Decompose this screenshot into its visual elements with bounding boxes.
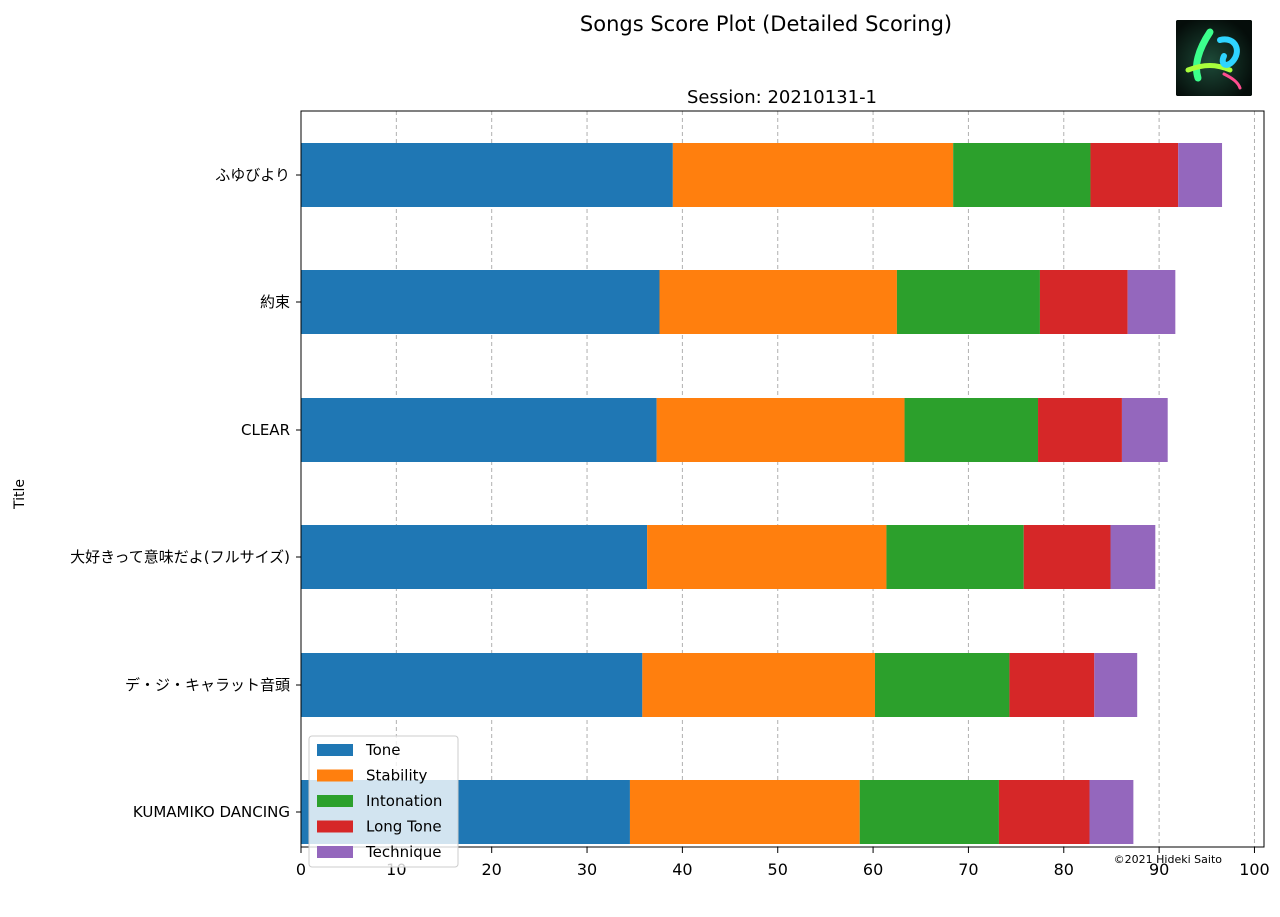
x-tick-label: 80 bbox=[1054, 860, 1074, 879]
bar-segment bbox=[904, 398, 1039, 462]
y-tick-label: 大好きって意味だよ(フルサイズ) bbox=[70, 548, 290, 566]
x-tick-label: 90 bbox=[1149, 860, 1169, 879]
bar-segment bbox=[1094, 653, 1138, 717]
bar-segment bbox=[301, 143, 673, 207]
app-logo-icon bbox=[1176, 20, 1252, 96]
y-tick-label: CLEAR bbox=[241, 421, 290, 439]
x-tick-label: 0 bbox=[296, 860, 306, 879]
y-tick-label: デ・ジ・キャラット音頭 bbox=[125, 676, 290, 694]
bar-segment bbox=[659, 270, 897, 334]
y-tick-label: ふゆびより bbox=[215, 166, 290, 184]
bar-segment bbox=[896, 270, 1040, 334]
bar-segment bbox=[301, 398, 657, 462]
legend-label: Intonation bbox=[366, 792, 442, 810]
bar-segment bbox=[629, 780, 860, 844]
x-tick-label: 40 bbox=[672, 860, 692, 879]
legend-label: Long Tone bbox=[366, 818, 442, 836]
legend-label: Technique bbox=[365, 843, 442, 861]
legend-label: Tone bbox=[365, 741, 401, 759]
bar-segment bbox=[1127, 270, 1176, 334]
chart-title: Songs Score Plot (Detailed Scoring) bbox=[580, 12, 952, 36]
bar-segment bbox=[642, 653, 875, 717]
legend: Tone Stability Intonation Long Tone Techniqu… bbox=[308, 735, 459, 868]
legend-label: Stability bbox=[366, 767, 428, 785]
legend-swatch bbox=[317, 846, 353, 858]
y-tick-label: KUMAMIKO DANCING bbox=[133, 803, 290, 821]
x-tick-label: 60 bbox=[863, 860, 883, 879]
legend-box bbox=[308, 735, 459, 868]
bar-segment bbox=[1009, 653, 1095, 717]
x-tick-label: 70 bbox=[958, 860, 978, 879]
bar-segment bbox=[1039, 270, 1128, 334]
bar-segment bbox=[1110, 525, 1156, 589]
legend-swatch bbox=[317, 795, 353, 807]
bar-segment bbox=[301, 270, 660, 334]
bar-segment bbox=[1090, 143, 1179, 207]
bar-segment bbox=[886, 525, 1024, 589]
bar-segment bbox=[1121, 398, 1168, 462]
bar-segment bbox=[1178, 143, 1223, 207]
bar-segment bbox=[998, 780, 1090, 844]
bar-segment bbox=[953, 143, 1091, 207]
x-tick-label: 50 bbox=[768, 860, 788, 879]
bar-segment bbox=[301, 653, 643, 717]
y-tick-label: 約束 bbox=[260, 293, 290, 311]
plot-frame bbox=[300, 110, 1265, 848]
legend-swatch bbox=[317, 820, 353, 833]
grid-lines bbox=[395, 111, 1255, 847]
x-tick-label: 30 bbox=[577, 860, 597, 879]
x-tick-label: 20 bbox=[482, 860, 502, 879]
bar-segment bbox=[859, 780, 999, 844]
legend-swatch bbox=[317, 744, 353, 756]
bar-segment bbox=[874, 653, 1010, 717]
legend-swatch bbox=[317, 769, 353, 782]
bars bbox=[301, 143, 1223, 844]
bar-segment bbox=[1089, 780, 1134, 844]
bar-segment bbox=[1023, 525, 1111, 589]
bar-segment bbox=[656, 398, 905, 462]
x-tick-label: 100 bbox=[1239, 860, 1270, 879]
x-axis-ticks: 0 10 20 30 40 50 60 70 80 90 100 bbox=[296, 847, 1270, 879]
copyright-text: ©2021 Hideki Saito bbox=[1114, 853, 1223, 866]
y-axis-label: Title bbox=[12, 479, 28, 510]
bar-segment bbox=[647, 525, 887, 589]
bar-segment bbox=[672, 143, 954, 207]
bar-segment bbox=[1038, 398, 1122, 462]
bar-segment bbox=[301, 525, 648, 589]
chart-subtitle: Session: 20210131-1 bbox=[687, 87, 877, 108]
